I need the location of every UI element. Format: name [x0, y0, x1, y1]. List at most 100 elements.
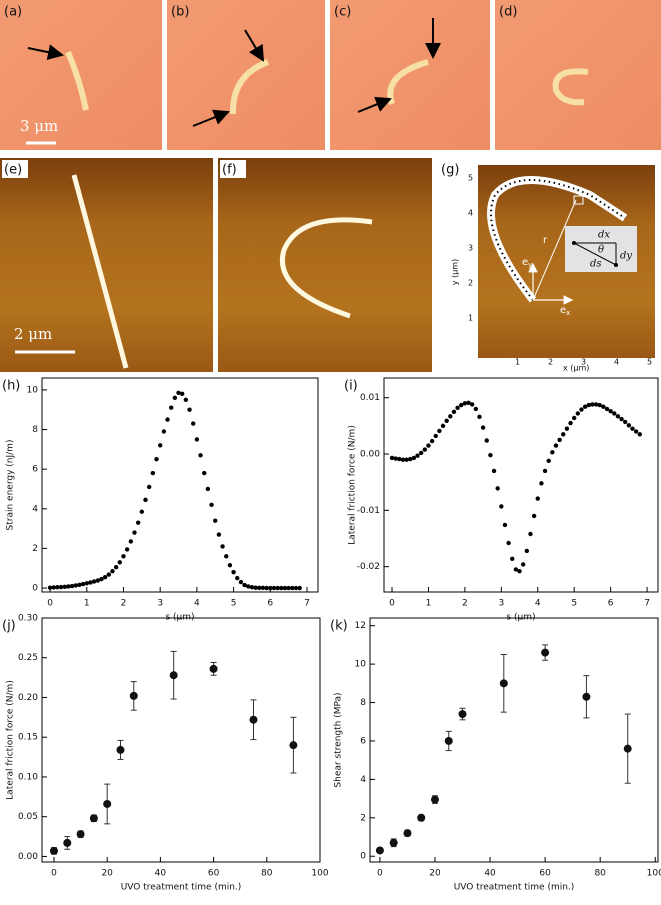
- data-point: [495, 486, 500, 491]
- data-point: [502, 522, 508, 528]
- data-point: [129, 691, 138, 700]
- optical-panels: 3 μm (a) (b) (c) (d): [0, 0, 661, 150]
- data-point: [590, 402, 595, 407]
- data-point: [271, 585, 277, 591]
- plot-frame: [383, 377, 659, 593]
- scale-label: 2 μm: [14, 325, 52, 343]
- data-point: [430, 795, 439, 804]
- data-point: [47, 585, 53, 590]
- data-point: [546, 458, 551, 463]
- data-point: [575, 411, 581, 416]
- data-point: [455, 405, 460, 411]
- data-point: [103, 799, 112, 808]
- data-point: [469, 402, 475, 407]
- data-point: [205, 486, 211, 492]
- x-tick-label: 100: [311, 869, 328, 879]
- ey-sub: y: [528, 261, 532, 269]
- data-point: [220, 544, 225, 549]
- inset-text: dx: [598, 230, 610, 241]
- data-point: [231, 569, 236, 575]
- data-point: [466, 400, 471, 405]
- x-tick-label: 60: [539, 869, 551, 879]
- y-tick-label: 6: [32, 465, 38, 475]
- arrow: [192, 109, 230, 127]
- data-point: [224, 554, 229, 559]
- data-point: [488, 452, 493, 458]
- y-tick-label: 0.01: [360, 393, 380, 403]
- data-point: [55, 585, 60, 590]
- y-tick-label: 0: [32, 584, 38, 594]
- y-tick-label: 0.20: [18, 693, 38, 703]
- data-point: [191, 421, 196, 426]
- data-point: [66, 584, 71, 589]
- data-point: [290, 585, 295, 591]
- x-tick-label: 60: [208, 869, 220, 879]
- panel-label: (a): [4, 5, 22, 20]
- data-point: [242, 582, 247, 588]
- fiber-points: [490, 179, 626, 301]
- data-point: [73, 583, 78, 588]
- data-point: [116, 745, 125, 754]
- data-point: [128, 539, 134, 544]
- data-point: [582, 404, 588, 409]
- data-point: [176, 390, 181, 396]
- data-point: [568, 420, 573, 426]
- data-point: [480, 425, 486, 430]
- data-point: [172, 395, 178, 401]
- data-point: [623, 419, 628, 425]
- y-tick-label: 8: [360, 698, 366, 708]
- ex-label: ex: [560, 305, 570, 317]
- y-tick-label: 2: [32, 544, 38, 554]
- plot-frame: [41, 377, 319, 593]
- data-point: [513, 567, 519, 572]
- data-point: [213, 518, 218, 523]
- data-point: [601, 404, 606, 409]
- r-label: r: [543, 235, 548, 246]
- data-point: [550, 450, 555, 455]
- inset: [565, 226, 637, 272]
- data-point: [183, 397, 189, 402]
- panel-label: (e): [4, 163, 22, 178]
- data-point: [84, 581, 89, 586]
- data-point: [165, 417, 170, 422]
- r-vector: [532, 199, 577, 301]
- zoom-box: [573, 195, 584, 205]
- x-tick-label: 6: [267, 599, 273, 609]
- data-point: [535, 496, 540, 501]
- g-x-tick: 1: [515, 358, 520, 367]
- data-point: [579, 407, 584, 412]
- data-point: [444, 736, 453, 745]
- data-point: [422, 447, 428, 452]
- fiber: [71, 174, 129, 369]
- panel-label: (k): [330, 619, 348, 634]
- g-y-tick: 2: [468, 279, 473, 288]
- data-point: [626, 423, 632, 428]
- data-point: [473, 406, 479, 412]
- x-tick-label: 4: [194, 599, 200, 609]
- data-point: [418, 450, 424, 456]
- y-tick-label: -0.02: [357, 562, 380, 572]
- data-point: [95, 578, 100, 583]
- data-point: [542, 468, 548, 474]
- y-tick-label: 0.15: [18, 733, 38, 743]
- data-point: [139, 509, 145, 514]
- panel-f: [218, 158, 432, 372]
- data-point: [397, 456, 402, 462]
- ey-label: ey: [522, 257, 532, 269]
- panel-e: [0, 158, 213, 372]
- plot-frame: [369, 617, 659, 863]
- y-tick-label: 4: [32, 504, 38, 514]
- data-point: [249, 585, 255, 590]
- data-point: [168, 405, 174, 410]
- data-point: [110, 568, 115, 574]
- data-point: [630, 426, 635, 431]
- x-tick-label: 2: [462, 599, 468, 609]
- data-point: [62, 584, 67, 590]
- x-tick-label: 0: [377, 869, 383, 879]
- y-axis-label: Lateral friction force (N/m): [348, 425, 358, 545]
- data-point: [198, 453, 203, 458]
- data-point: [415, 453, 420, 458]
- inset-text: dy: [620, 251, 632, 262]
- data-point: [187, 407, 192, 412]
- data-point: [448, 414, 453, 419]
